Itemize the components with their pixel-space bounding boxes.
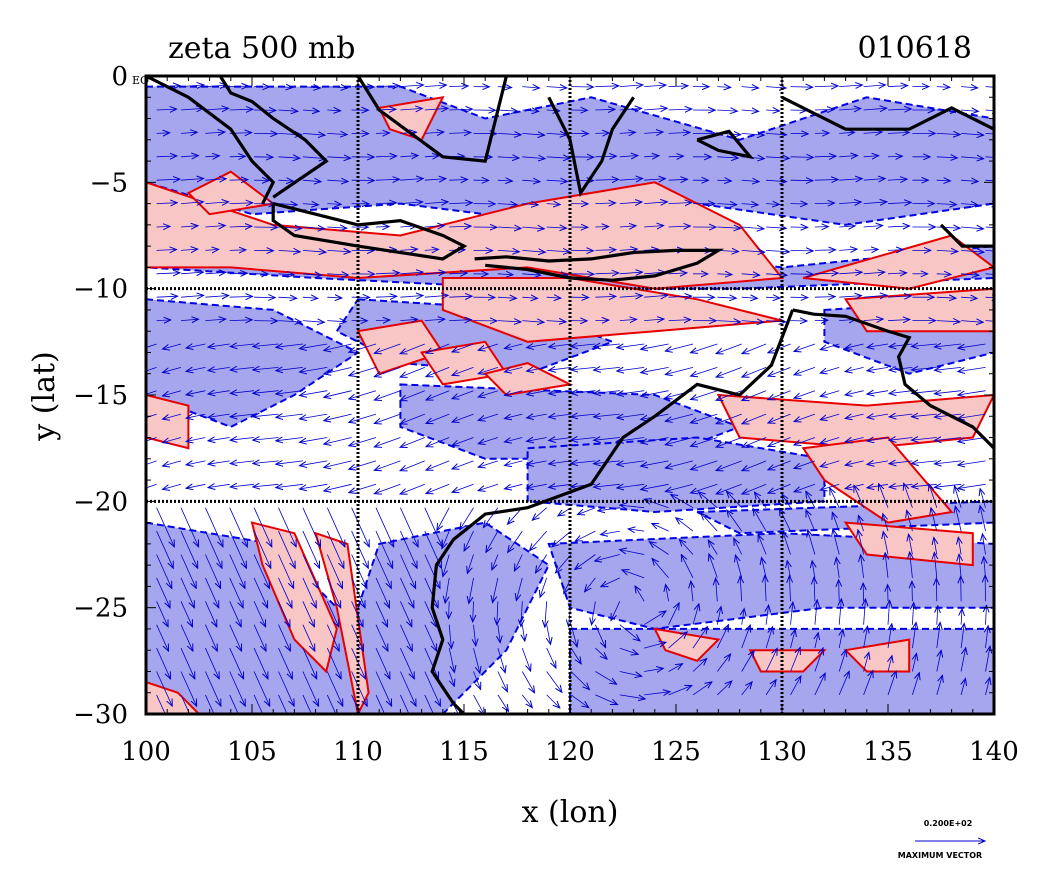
y-tick-label: 0 [111, 62, 128, 92]
y-tick-labels: 0 −5 −10 −15 −20 −25 −30 [73, 62, 128, 730]
y-tick-label: −25 [73, 594, 128, 624]
legend-value: 0.200E+02 [924, 819, 973, 828]
wind-vector [376, 133, 390, 134]
wind-vector [376, 227, 389, 228]
x-tick-label: 135 [863, 737, 913, 767]
y-tick-label: −30 [73, 700, 128, 730]
x-tick-label: 140 [969, 737, 1019, 767]
x-tick-label: 130 [757, 737, 807, 767]
wind-vector [791, 274, 814, 275]
x-tick-label: 115 [439, 737, 489, 767]
x-tick-label: 100 [121, 737, 171, 767]
date-label: 010618 [857, 31, 972, 66]
x-tick-label: 125 [651, 737, 701, 767]
y-tick-label: −5 [90, 168, 128, 198]
y-top-suffix: EQ [132, 74, 149, 87]
chart-title: zeta 500 mb [168, 31, 356, 66]
legend-label: MAXIMUM VECTOR [898, 851, 982, 860]
y-tick-label: −10 [73, 275, 128, 305]
x-tick-label: 120 [545, 737, 595, 767]
x-axis-label: x (lon) [522, 795, 619, 830]
x-tick-label: 105 [227, 737, 277, 767]
wind-vector [230, 156, 246, 157]
wind-vector [595, 320, 608, 321]
max-vector-legend: 0.200E+02 MAXIMUM VECTOR [898, 819, 985, 860]
y-axis-label: y (lat) [27, 351, 62, 441]
wind-vector [863, 583, 864, 601]
wind-vector [595, 227, 608, 228]
wind-vector [791, 180, 813, 181]
wind-vector [936, 578, 937, 601]
y-tick-label: −15 [73, 381, 128, 411]
wind-vector [791, 250, 814, 251]
wind-vector [595, 133, 609, 134]
x-tick-label: 110 [333, 737, 383, 767]
wind-vector [912, 581, 913, 601]
y-tick-label: −20 [73, 487, 128, 517]
x-tick-labels: 100 105 110 115 120 125 130 135 140 [121, 737, 1019, 767]
